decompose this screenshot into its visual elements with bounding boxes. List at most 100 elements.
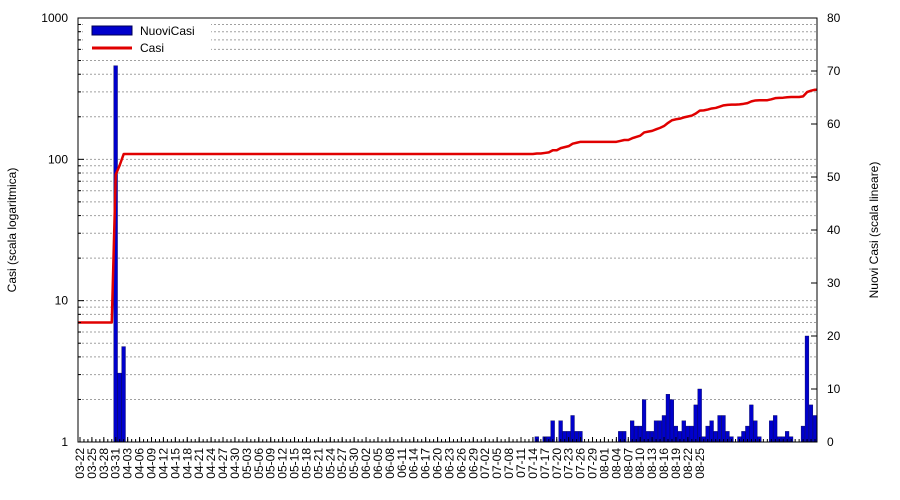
x-tick-label: 03-28 (97, 448, 111, 479)
x-tick-label: 07-17 (538, 448, 552, 479)
right-tick-label: 10 (827, 382, 841, 396)
bar (769, 420, 774, 443)
x-tick-label: 06-17 (419, 448, 433, 479)
x-tick-label: 03-22 (73, 448, 87, 479)
x-tick-label: 05-18 (299, 448, 313, 479)
x-tick-label: 04-12 (156, 448, 170, 479)
x-tick-label: 07-08 (502, 448, 516, 479)
x-tick-label: 06-23 (442, 448, 456, 479)
bar (681, 420, 686, 443)
x-tick-label: 07-14 (526, 448, 540, 479)
right-tick-label: 60 (827, 117, 841, 131)
right-tick-label: 70 (827, 64, 841, 78)
bar-series (113, 65, 818, 443)
bar (749, 404, 754, 443)
x-tick-label: 04-09 (145, 448, 159, 479)
bar (697, 388, 702, 443)
bar (804, 335, 810, 443)
right-tick-label: 30 (827, 276, 841, 290)
left-tick-label: 100 (48, 152, 68, 166)
x-tick-label: 05-24 (323, 448, 337, 479)
left-tick-label: 1 (61, 435, 68, 449)
x-tick-label: 08-01 (597, 448, 611, 479)
grid (78, 23, 817, 400)
bar (753, 420, 758, 443)
x-tick-label: 06-05 (371, 448, 385, 479)
x-tick-label: 04-27 (216, 448, 230, 479)
bar (665, 394, 670, 443)
x-tick-label: 06-20 (431, 448, 445, 479)
x-tick-label: 06-02 (359, 448, 373, 479)
bar (558, 420, 563, 443)
right-axis-ticks: 0 10 20 30 40 50 60 70 80 (811, 11, 841, 449)
x-tick-label: 08-04 (609, 448, 623, 479)
right-axis-title: Nuovi Casi (scala lineare) (867, 162, 881, 299)
x-tick-label: 08-22 (681, 448, 695, 479)
x-tick-label: 06-26 (454, 448, 468, 479)
bar (641, 399, 647, 443)
x-tick-label: 05-06 (252, 448, 266, 479)
x-tick-label: 03-31 (109, 448, 123, 479)
x-tick-label: 04-21 (192, 448, 206, 479)
x-tick-label: 05-21 (311, 448, 325, 479)
plot-frame (77, 17, 818, 443)
right-tick-label: 50 (827, 170, 841, 184)
left-axis-title: Casi (scala logaritmica) (5, 168, 19, 293)
x-tick-label: 06-29 (466, 448, 480, 479)
x-tick-label: 04-24 (204, 448, 218, 479)
x-axis-ticks: 03-2203-2503-2803-3104-0304-0604-0904-12… (73, 437, 816, 479)
x-tick-label: 07-02 (478, 448, 492, 479)
x-tick-label: 08-19 (669, 448, 683, 479)
x-tick-label: 05-30 (347, 448, 361, 479)
x-tick-label: 08-16 (657, 448, 671, 479)
bar (812, 415, 818, 443)
x-tick-label: 04-15 (168, 448, 182, 479)
x-tick-label: 08-13 (645, 448, 659, 479)
casi-line (78, 88, 817, 324)
left-axis-ticks: 1 10 100 1000 (41, 11, 84, 449)
x-tick-label: 05-27 (335, 448, 349, 479)
x-tick-label: 07-26 (574, 448, 588, 479)
bar (550, 420, 555, 443)
x-tick-label: 07-23 (562, 448, 576, 479)
x-tick-label: 05-03 (240, 448, 254, 479)
bar (717, 415, 722, 443)
bar (808, 404, 814, 443)
x-tick-label: 08-07 (621, 448, 635, 479)
x-tick-label: 05-15 (288, 448, 302, 479)
bar (117, 372, 122, 443)
bar (653, 420, 659, 443)
x-tick-label: 06-08 (383, 448, 397, 479)
right-tick-label: 80 (827, 11, 841, 25)
right-tick-label: 40 (827, 223, 841, 237)
x-tick-label: 03-25 (85, 448, 99, 479)
bar (669, 399, 674, 443)
bar (570, 415, 575, 443)
bar (630, 420, 635, 443)
bar (709, 420, 714, 443)
x-tick-label: 04-18 (180, 448, 194, 479)
x-tick-label: 07-20 (550, 448, 564, 479)
x-tick-label: 06-14 (407, 448, 421, 479)
right-tick-label: 0 (827, 435, 834, 449)
x-tick-label: 07-11 (514, 448, 528, 478)
x-tick-label: 08-10 (633, 448, 647, 479)
left-tick-label: 1000 (41, 11, 68, 25)
left-tick-label: 10 (55, 294, 69, 308)
legend-label-bars: NuoviCasi (140, 24, 195, 38)
x-tick-label: 06-11 (395, 448, 409, 478)
bar (721, 415, 726, 443)
bar (121, 346, 126, 443)
legend: NuoviCasi Casi (83, 21, 211, 59)
bar (773, 415, 778, 443)
x-tick-label: 04-06 (133, 448, 147, 479)
legend-label-line: Casi (140, 41, 164, 55)
x-tick-label: 04-03 (121, 448, 135, 479)
x-tick-label: 07-29 (586, 448, 600, 479)
right-tick-label: 20 (827, 329, 841, 343)
line-series (78, 88, 817, 324)
legend-bar-swatch (91, 25, 133, 36)
x-tick-label: 05-09 (264, 448, 278, 479)
x-tick-label: 08-25 (693, 448, 707, 479)
